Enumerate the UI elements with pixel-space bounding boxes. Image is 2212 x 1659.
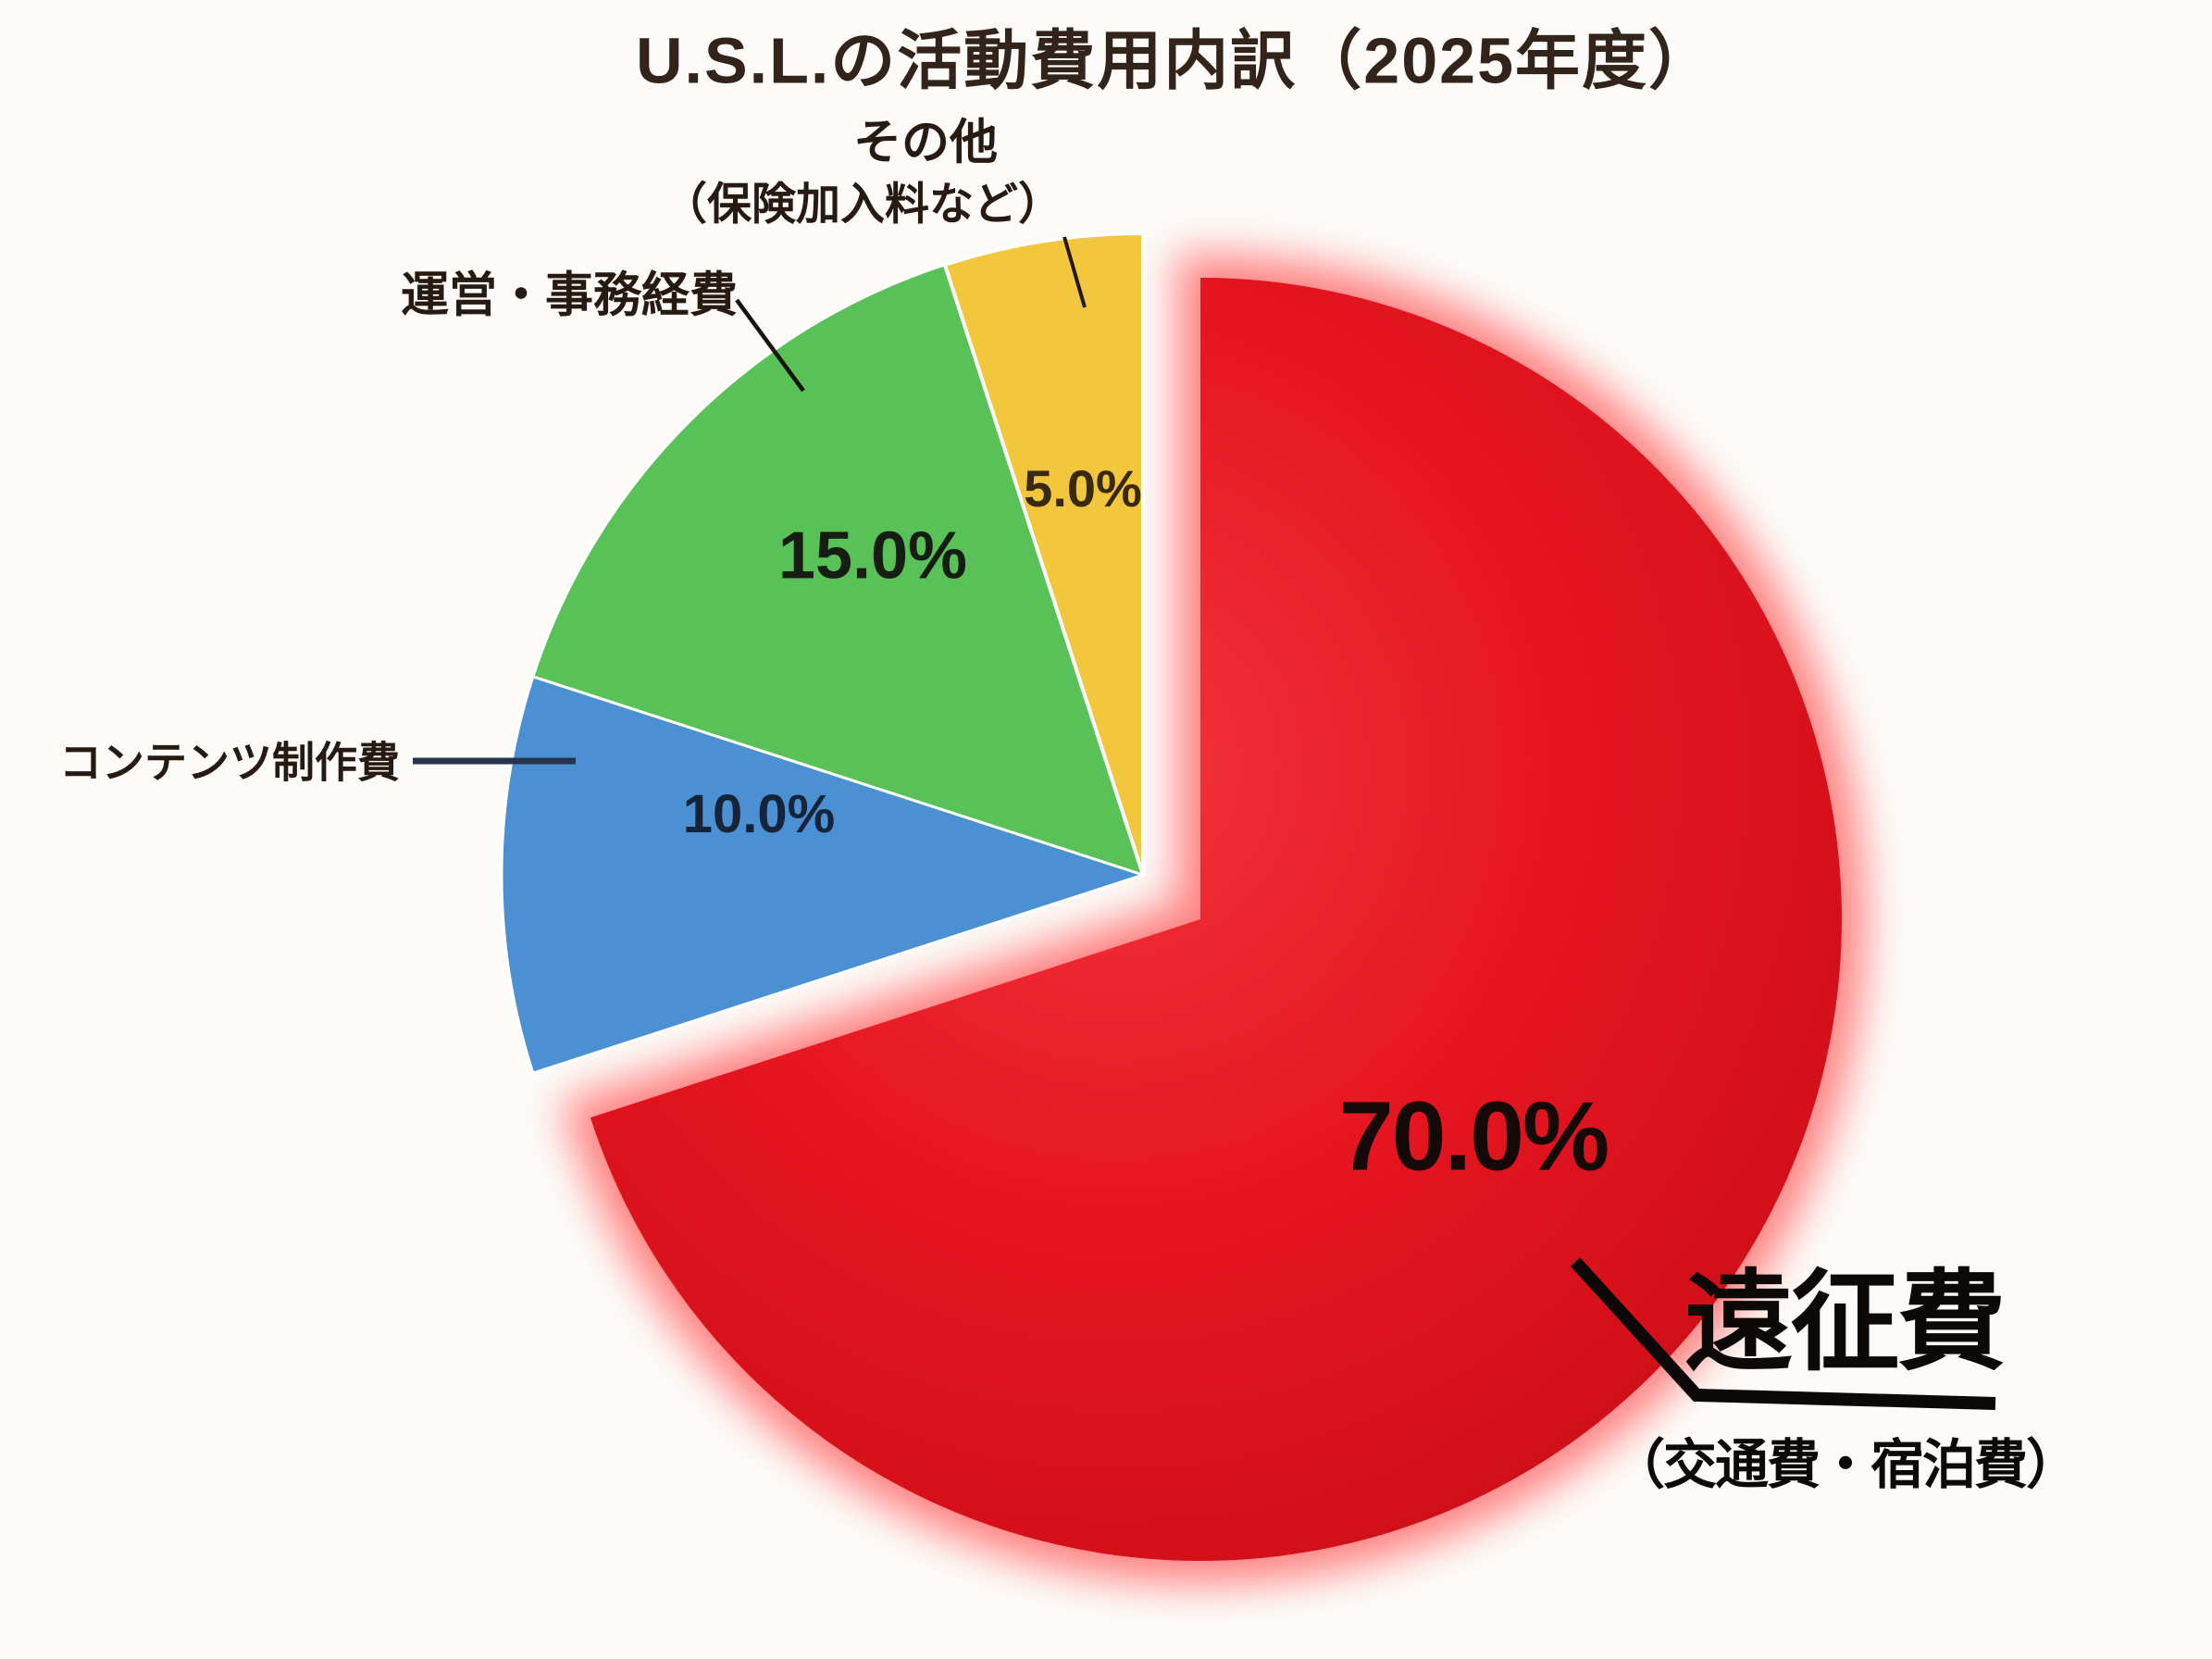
pie-slice-content-production — [500, 674, 1148, 1076]
chart-title: U.S.L.の活動費用内訳（2025年度） — [635, 24, 1716, 97]
sublabel-expedition: （交通費・宿泊費） — [1610, 1435, 2080, 1496]
leader-line-operations — [735, 298, 805, 393]
percent-operations: 15.0% — [777, 518, 968, 593]
label-content-production: コンテンツ制作費 — [59, 738, 400, 787]
percent-others: 5.0% — [1024, 459, 1142, 518]
label-expedition: 遠征費 — [1684, 1262, 2006, 1385]
pie-slice-others — [942, 231, 1145, 876]
label-others: その他 — [852, 116, 999, 170]
leader-line-others — [1063, 236, 1087, 308]
label-operations: 運営・事務経費 — [400, 268, 739, 323]
percent-expedition: 70.0% — [1338, 1081, 1610, 1191]
percent-content-production: 10.0% — [682, 784, 836, 845]
pie-slice-expedition — [590, 278, 1842, 1562]
sublabel-others: （保険加入料など） — [662, 180, 1063, 230]
callout-line-expedition — [1570, 1257, 1996, 1410]
pie-slice-operations — [531, 263, 1146, 878]
